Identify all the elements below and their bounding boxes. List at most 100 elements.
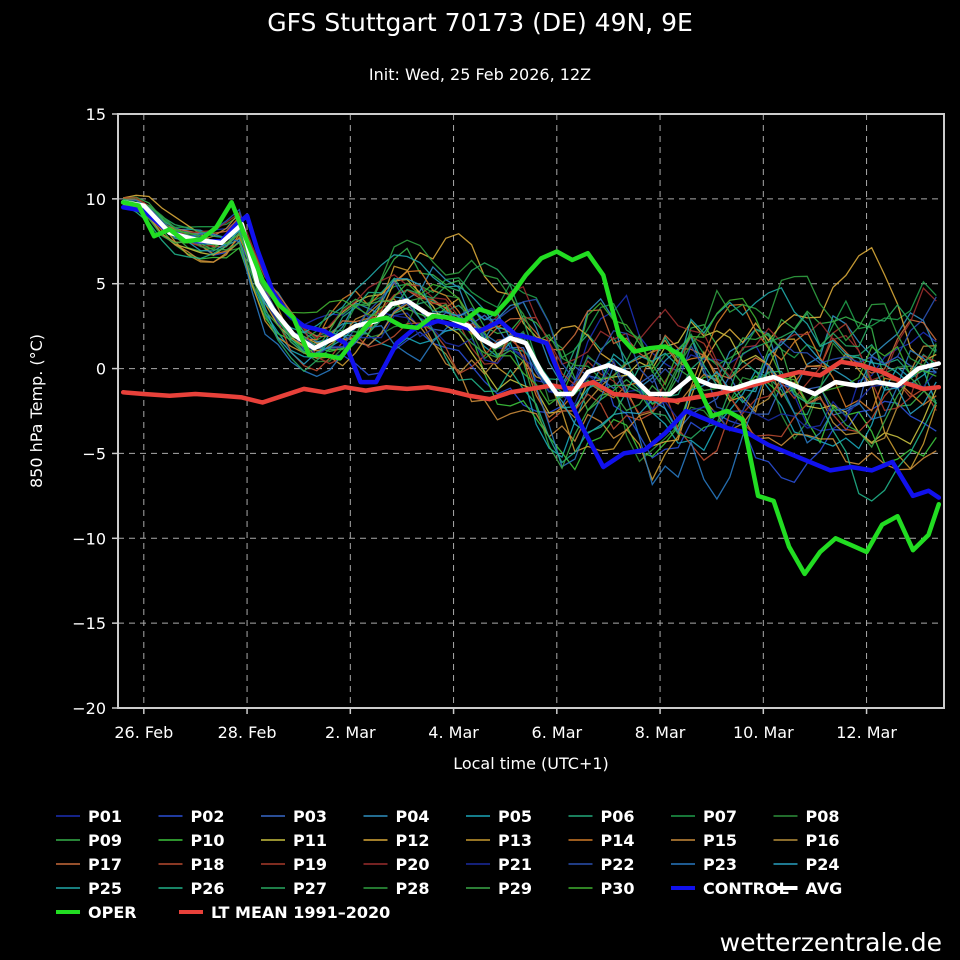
legend-entry-p04: P04 — [363, 807, 430, 826]
chart-title: GFS Stuttgart 70173 (DE) 49N, 9E — [267, 8, 693, 37]
legend-entry-p26: P26 — [158, 879, 225, 898]
legend-label: P01 — [88, 807, 122, 826]
chart-subtitle: Init: Wed, 25 Feb 2026, 12Z — [369, 65, 591, 84]
legend-entry-p08: P08 — [773, 807, 840, 826]
x-tick-label: 8. Mar — [635, 723, 686, 742]
x-axis-ticks: 26. Feb 28. Feb 2. Mar 4. Mar 6. Mar 8. Mar 10… — [114, 708, 897, 742]
y-tick-label: −15 — [72, 614, 106, 633]
legend-label: OPER — [88, 903, 137, 922]
legend-entry-lt: LT MEAN 1991–2020 — [179, 903, 390, 922]
main-series — [120, 200, 942, 577]
y-tick-label: 15 — [86, 105, 106, 124]
legend-label: P17 — [88, 855, 122, 874]
legend-label: AVG — [806, 879, 843, 898]
legend-label: P16 — [806, 831, 840, 850]
series-line-oper — [120, 200, 942, 577]
legend-label: P26 — [191, 879, 225, 898]
legend-label: P30 — [601, 879, 635, 898]
legend-label: P18 — [191, 855, 225, 874]
x-axis-label: Local time (UTC+1) — [453, 754, 609, 773]
legend-entry-p11: P11 — [261, 831, 327, 850]
y-tick-label: −10 — [72, 529, 106, 548]
x-tick-label: 28. Feb — [218, 723, 277, 742]
x-tick-label: 4. Mar — [428, 723, 479, 742]
legend-label: CONTROL — [703, 879, 789, 898]
legend-entry-p01: P01 — [56, 807, 122, 826]
legend-label: P04 — [396, 807, 430, 826]
legend-entry-p15: P15 — [671, 831, 737, 850]
x-tick-label: 6. Mar — [532, 723, 583, 742]
plot-frame — [117, 113, 945, 709]
legend-entry-p20: P20 — [363, 855, 430, 874]
legend-entry-p22: P22 — [568, 855, 635, 874]
legend: P01 P02 P03 P04 P05 P06 P07 P08 P09 P10 P11 P12 P13 P… — [56, 807, 842, 922]
legend-label: P19 — [293, 855, 327, 874]
y-tick-label: 0 — [96, 360, 106, 379]
legend-label: P06 — [601, 807, 635, 826]
legend-entry-p18: P18 — [158, 855, 225, 874]
legend-label: P11 — [293, 831, 327, 850]
legend-label: P15 — [703, 831, 737, 850]
legend-entry-p16: P16 — [773, 831, 840, 850]
y-tick-label: 5 — [96, 275, 106, 294]
x-tick-label: 2. Mar — [325, 723, 376, 742]
y-tick-label: −20 — [72, 699, 106, 718]
legend-label: P12 — [396, 831, 430, 850]
legend-label: P02 — [191, 807, 225, 826]
legend-label: P24 — [806, 855, 840, 874]
legend-entry-p23: P23 — [671, 855, 737, 874]
legend-entry-p27: P27 — [261, 879, 327, 898]
legend-label: P07 — [703, 807, 737, 826]
legend-entry-p17: P17 — [56, 855, 122, 874]
x-tick-label: 10. Mar — [733, 723, 794, 742]
member-line-p23 — [123, 200, 937, 501]
series-line-lt-mean — [120, 359, 942, 405]
legend-entry-p06: P06 — [568, 807, 635, 826]
legend-label: P03 — [293, 807, 327, 826]
legend-entry-control: CONTROL — [671, 879, 789, 898]
x-tick-label: 26. Feb — [114, 723, 173, 742]
legend-entry-p05: P05 — [466, 807, 532, 826]
legend-entry-p28: P28 — [363, 879, 430, 898]
y-tick-label: 10 — [86, 190, 106, 209]
y-tick-label: −5 — [82, 444, 106, 463]
legend-entry-p07: P07 — [671, 807, 737, 826]
y-axis-ticks: 15 10 5 0 −5 −10 −15 −20 — [72, 105, 118, 718]
legend-entry-p19: P19 — [261, 855, 327, 874]
watermark: wetterzentrale.de — [720, 928, 942, 957]
x-tick-label: 12. Mar — [836, 723, 897, 742]
legend-label: P21 — [498, 855, 532, 874]
legend-entry-p29: P29 — [466, 879, 532, 898]
series-line-avg — [120, 200, 942, 397]
legend-entry-p25: P25 — [56, 879, 122, 898]
legend-label: P08 — [806, 807, 840, 826]
legend-label: P25 — [88, 879, 122, 898]
legend-entry-oper: OPER — [56, 903, 137, 922]
legend-entry-p13: P13 — [466, 831, 532, 850]
legend-label: P14 — [601, 831, 635, 850]
legend-label: P27 — [293, 879, 327, 898]
legend-label: P05 — [498, 807, 532, 826]
legend-entry-p30: P30 — [568, 879, 635, 898]
member-line-p30 — [123, 205, 937, 406]
y-axis-label: 850 hPa Temp. (°C) — [27, 334, 46, 488]
legend-entry-p10: P10 — [158, 831, 225, 850]
legend-entry-p12: P12 — [363, 831, 430, 850]
legend-label: P28 — [396, 879, 430, 898]
legend-label: P23 — [703, 855, 737, 874]
member-line-p29 — [122, 202, 937, 470]
legend-label: P13 — [498, 831, 532, 850]
legend-entry-p24: P24 — [773, 855, 840, 874]
legend-entry-p03: P03 — [261, 807, 327, 826]
legend-entry-p14: P14 — [568, 831, 635, 850]
legend-label: P09 — [88, 831, 122, 850]
legend-entry-avg: AVG — [773, 879, 843, 898]
series-line-control — [120, 205, 942, 500]
legend-entry-p09: P09 — [56, 831, 122, 850]
legend-label: P29 — [498, 879, 532, 898]
grid-lines — [118, 114, 944, 708]
legend-entry-p21: P21 — [466, 855, 532, 874]
legend-label: LT MEAN 1991–2020 — [211, 903, 390, 922]
legend-label: P20 — [396, 855, 430, 874]
